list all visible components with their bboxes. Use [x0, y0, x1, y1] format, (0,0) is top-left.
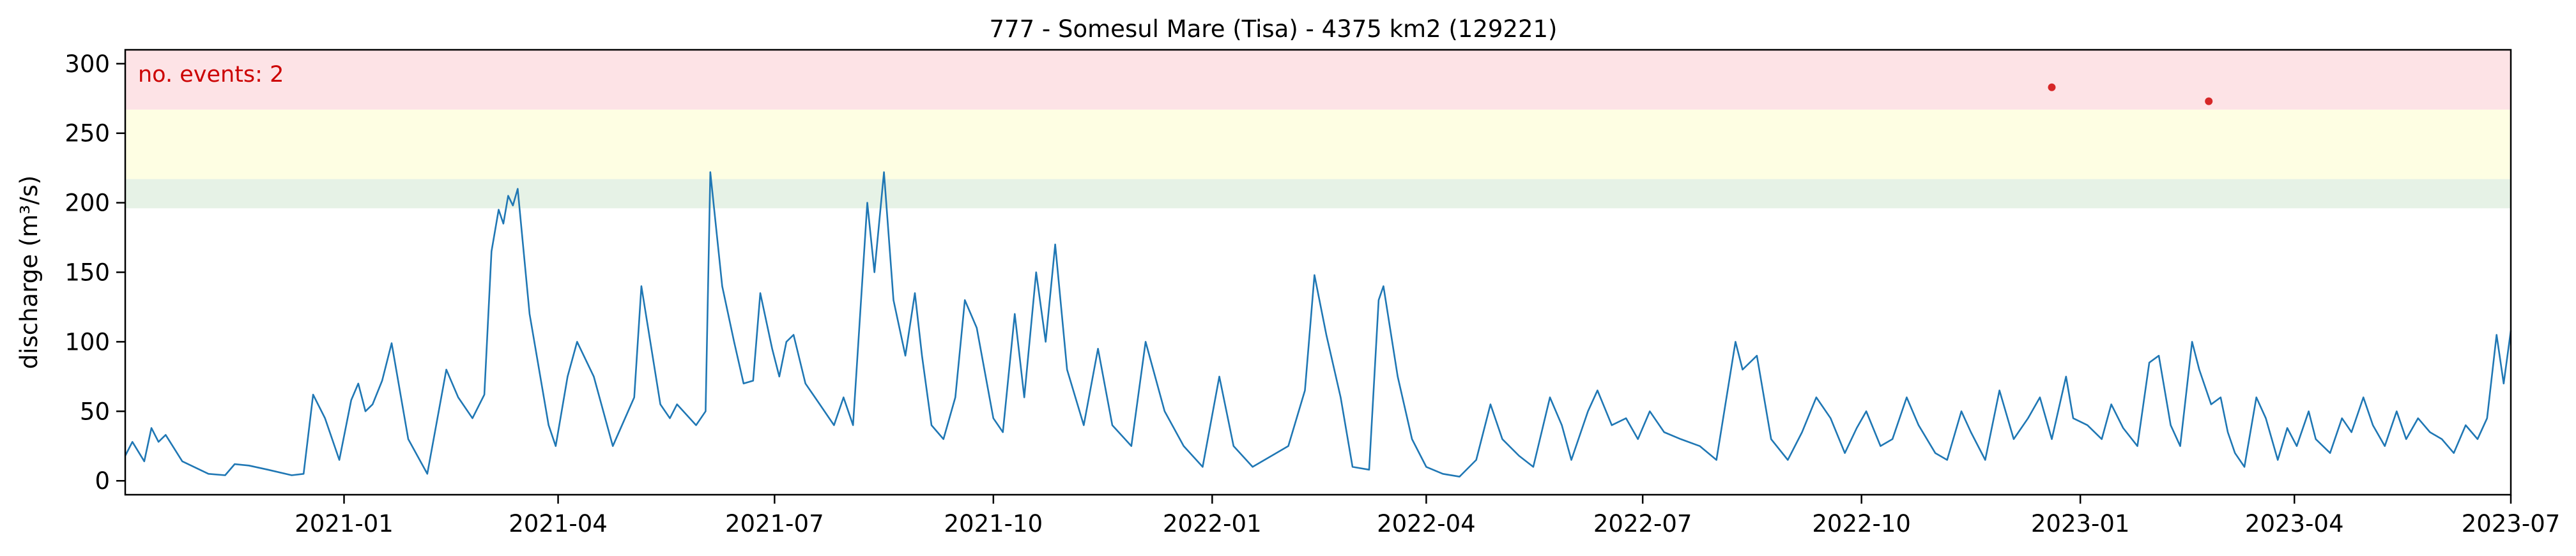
y-tick-label: 300: [65, 50, 110, 78]
x-tick-label: 2021-07: [725, 510, 824, 537]
x-axis: 2021-01 2021-04 2021-07 2021-10 2022-01 2022-…: [295, 495, 2560, 537]
series-line-1: [124, 171, 2512, 477]
event-point-2: [2205, 97, 2213, 105]
x-tick-label: 2023-01: [2031, 510, 2130, 537]
threshold-band-3: [125, 50, 2511, 110]
y-axis: 0 50 100 150 200 250 300: [65, 50, 125, 495]
y-tick-label: 150: [65, 259, 110, 287]
chart-title-group: 777 - Somesul Mare (Tisa) - 4375 km2 (12…: [990, 15, 1558, 43]
x-tick-label: 2022-04: [1377, 510, 1476, 537]
chart-title: 777 - Somesul Mare (Tisa) - 4375 km2 (12…: [990, 15, 1558, 43]
events-count-annotation: no. events: 2: [138, 62, 284, 87]
threshold-bands: [125, 50, 2511, 209]
y-tick-label: 50: [80, 398, 110, 425]
y-tick-label: 250: [65, 120, 110, 147]
x-tick-label: 2022-01: [1163, 510, 1262, 537]
y-tick-label: 0: [95, 467, 110, 495]
event-point-1: [2048, 83, 2056, 91]
x-tick-label: 2023-04: [2245, 510, 2344, 537]
event-markers: [2048, 83, 2213, 105]
x-tick-label: 2021-01: [295, 510, 394, 537]
x-tick-label: 2022-07: [1593, 510, 1692, 537]
threshold-band-1: [125, 179, 2511, 209]
threshold-band-2: [125, 109, 2511, 179]
y-tick-label: 200: [65, 190, 110, 217]
y-axis-label: discharge (m³/s): [15, 176, 43, 370]
x-tick-label: 2021-10: [944, 510, 1043, 537]
discharge-series: [124, 171, 2512, 477]
x-tick-label: 2023-07: [2462, 510, 2561, 537]
y-tick-label: 100: [65, 328, 110, 356]
x-tick-label: 2021-04: [509, 510, 608, 537]
x-tick-label: 2022-10: [1812, 510, 1911, 537]
